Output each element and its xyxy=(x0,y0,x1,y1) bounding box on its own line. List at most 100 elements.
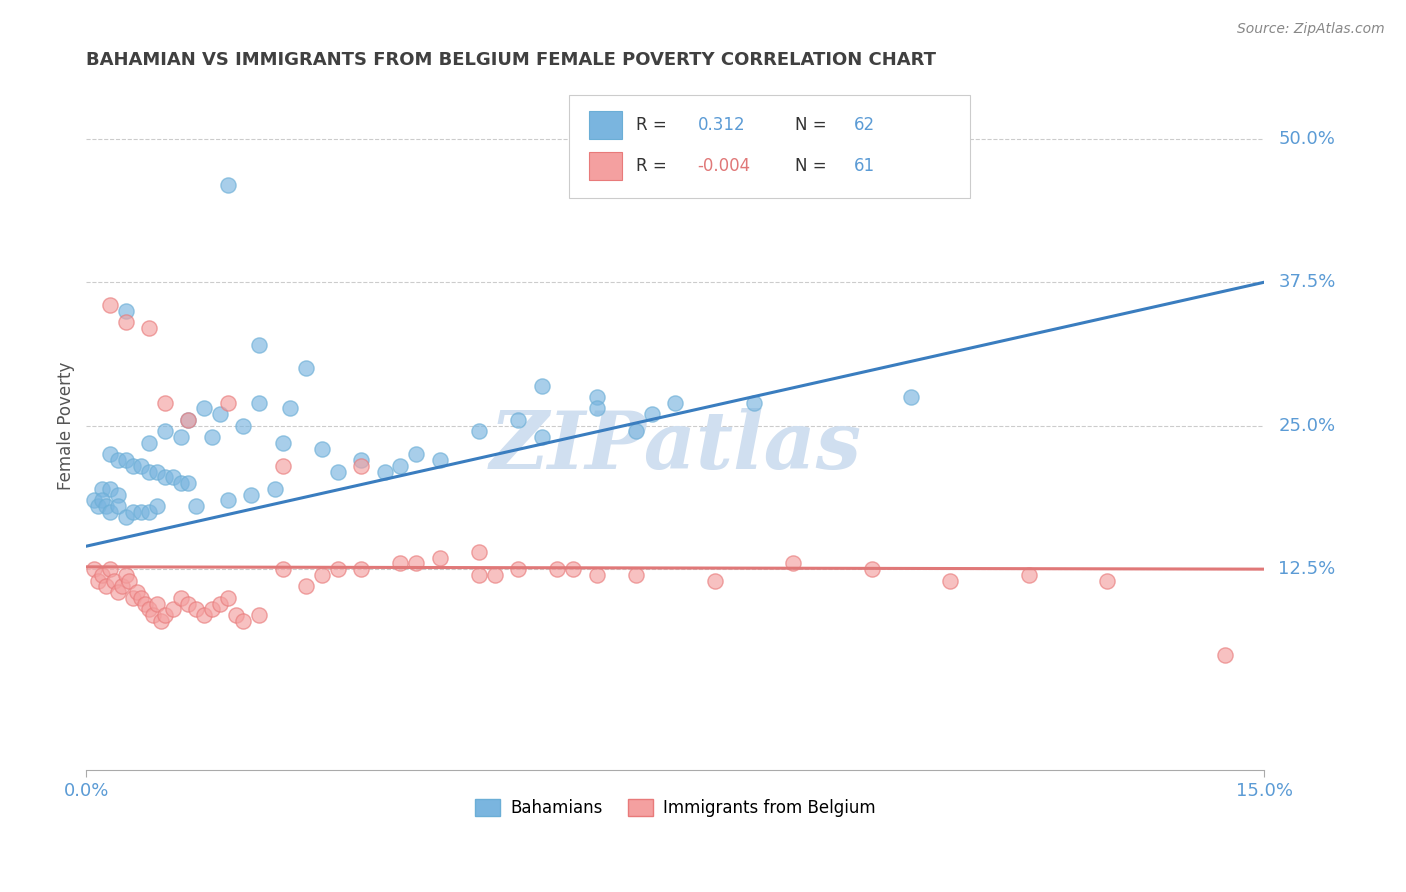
Point xyxy=(153,425,176,439)
Point xyxy=(295,579,318,593)
Point xyxy=(468,567,491,582)
Point xyxy=(134,597,156,611)
Point xyxy=(703,574,725,588)
Point xyxy=(98,482,121,496)
Point xyxy=(217,178,239,192)
Point xyxy=(350,562,373,576)
Point xyxy=(111,579,134,593)
Point xyxy=(468,425,491,439)
Point xyxy=(107,499,129,513)
Point xyxy=(122,505,145,519)
Point xyxy=(162,602,184,616)
Point xyxy=(138,602,160,616)
Point xyxy=(641,407,664,421)
Point xyxy=(193,608,215,623)
Point xyxy=(153,470,176,484)
Point xyxy=(94,579,117,593)
Point xyxy=(232,614,254,628)
Point xyxy=(142,608,165,623)
Text: -0.004: -0.004 xyxy=(697,157,751,175)
Point xyxy=(107,487,129,501)
Point xyxy=(1097,574,1119,588)
Point xyxy=(326,465,349,479)
Point xyxy=(530,430,553,444)
Point xyxy=(247,608,270,623)
Point xyxy=(900,390,922,404)
Text: R =: R = xyxy=(637,116,668,134)
Point xyxy=(389,458,412,473)
Point xyxy=(247,395,270,409)
Point xyxy=(271,562,294,576)
Point xyxy=(114,315,136,329)
Point xyxy=(122,591,145,605)
Point xyxy=(114,567,136,582)
Point xyxy=(177,476,200,491)
Point xyxy=(405,447,427,461)
Point xyxy=(271,458,294,473)
Point xyxy=(114,304,136,318)
Point xyxy=(193,401,215,416)
Point xyxy=(127,585,149,599)
Point xyxy=(389,557,412,571)
Text: N =: N = xyxy=(796,157,827,175)
Point xyxy=(169,591,191,605)
Point xyxy=(1018,567,1040,582)
Text: Source: ZipAtlas.com: Source: ZipAtlas.com xyxy=(1237,22,1385,37)
FancyBboxPatch shape xyxy=(589,111,623,138)
Point xyxy=(217,493,239,508)
Point xyxy=(83,493,105,508)
Point xyxy=(429,550,451,565)
Point xyxy=(782,557,804,571)
Text: 50.0%: 50.0% xyxy=(1278,129,1336,148)
Point xyxy=(350,458,373,473)
Legend: Bahamians, Immigrants from Belgium: Bahamians, Immigrants from Belgium xyxy=(468,792,882,823)
Point xyxy=(350,453,373,467)
Point xyxy=(107,585,129,599)
Point xyxy=(138,321,160,335)
Point xyxy=(98,562,121,576)
Point xyxy=(103,574,125,588)
Point xyxy=(429,453,451,467)
Point xyxy=(83,562,105,576)
Point xyxy=(169,476,191,491)
Point xyxy=(146,465,169,479)
Point xyxy=(91,493,114,508)
Point xyxy=(201,602,224,616)
Point xyxy=(146,597,169,611)
Point xyxy=(114,510,136,524)
Point xyxy=(280,401,302,416)
Point xyxy=(585,401,607,416)
Point xyxy=(624,567,647,582)
Point xyxy=(374,465,396,479)
Text: 37.5%: 37.5% xyxy=(1278,273,1336,291)
Point xyxy=(860,562,883,576)
Point xyxy=(405,557,427,571)
Point xyxy=(149,614,172,628)
Point xyxy=(153,608,176,623)
Point xyxy=(138,465,160,479)
Text: 25.0%: 25.0% xyxy=(1278,417,1336,434)
Text: 61: 61 xyxy=(855,157,876,175)
Point xyxy=(118,574,141,588)
Point xyxy=(232,418,254,433)
Point xyxy=(91,567,114,582)
Text: 62: 62 xyxy=(855,116,876,134)
Point xyxy=(94,499,117,513)
Point xyxy=(484,567,506,582)
Text: R =: R = xyxy=(637,157,668,175)
Text: ZIPatlas: ZIPatlas xyxy=(489,408,862,485)
Point xyxy=(547,562,569,576)
Point xyxy=(271,436,294,450)
Point xyxy=(263,482,285,496)
Point xyxy=(129,505,152,519)
Point xyxy=(1213,648,1236,663)
Point xyxy=(162,470,184,484)
Point xyxy=(87,499,110,513)
Point xyxy=(217,591,239,605)
Point xyxy=(217,395,239,409)
Point xyxy=(98,298,121,312)
Point xyxy=(186,499,208,513)
Text: 0.312: 0.312 xyxy=(697,116,745,134)
Text: 12.5%: 12.5% xyxy=(1278,560,1336,578)
Point xyxy=(129,458,152,473)
